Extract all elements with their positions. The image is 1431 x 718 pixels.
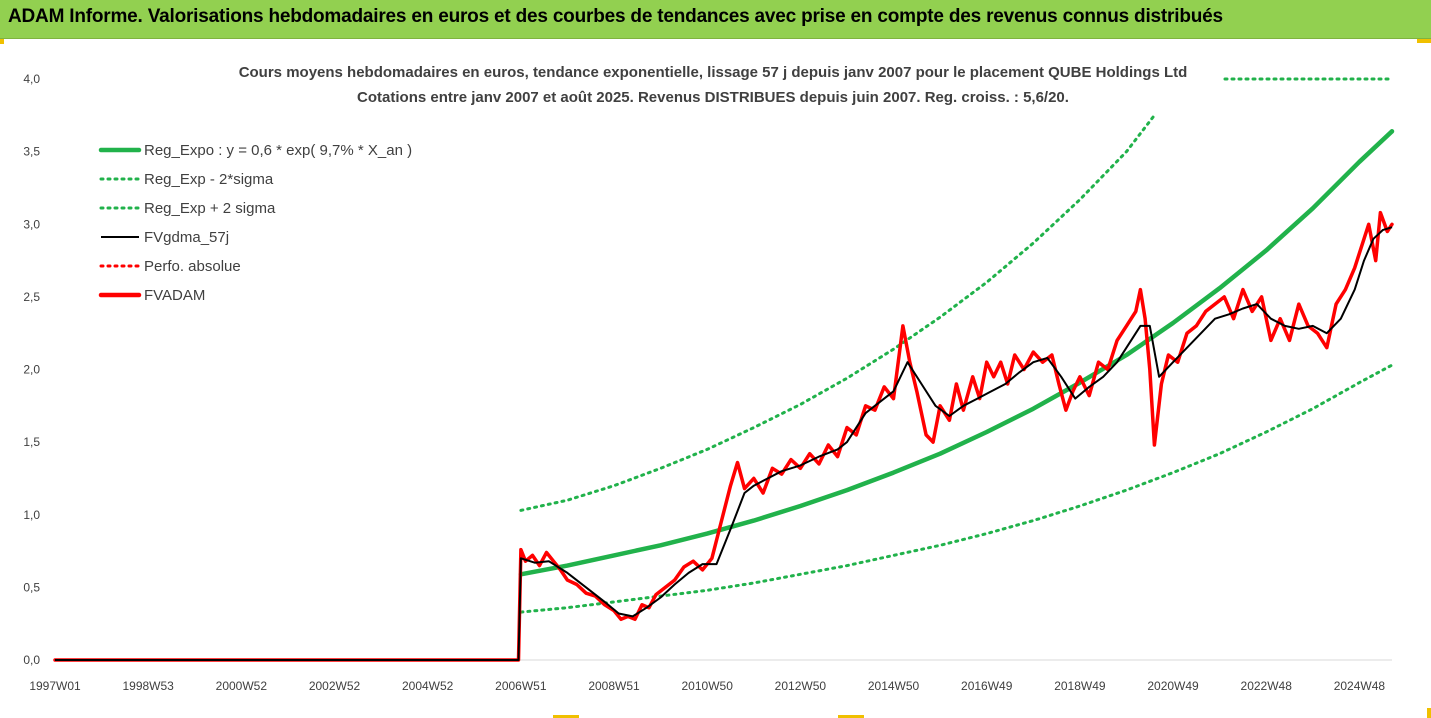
x-tick-label: 2018W49 bbox=[1054, 679, 1106, 693]
x-tick-label: 2010W50 bbox=[682, 679, 734, 693]
series-line-3 bbox=[55, 226, 1393, 661]
y-tick-label: 0,0 bbox=[23, 653, 40, 667]
legend: Reg_Expo : y = 0,6 * exp( 9,7% * X_an ) R… bbox=[98, 142, 412, 304]
banner-title: ADAM Informe. Valorisations hebdomadaire… bbox=[8, 6, 1223, 27]
legend-label-1: Reg_Exp - 2*sigma bbox=[144, 171, 274, 188]
y-tick-label: 2,0 bbox=[23, 363, 40, 377]
series-line-5 bbox=[53, 210, 1394, 662]
legend-label-0: Reg_Expo : y = 0,6 * exp( 9,7% * X_an ) bbox=[144, 142, 412, 159]
x-tick-label: 2020W49 bbox=[1147, 679, 1199, 693]
corner-mark bbox=[1427, 708, 1431, 718]
x-tick-label: 2004W52 bbox=[402, 679, 454, 693]
x-tick-label: 2008W51 bbox=[588, 679, 640, 693]
legend-label-4: Perfo. absolue bbox=[144, 258, 241, 275]
series-line-1 bbox=[519, 363, 1394, 614]
corner-mark bbox=[0, 39, 4, 44]
series-layer bbox=[53, 77, 1395, 662]
line-chart: Cours moyens hebdomadaires en euros, ten… bbox=[23, 64, 1395, 693]
chart-title-line1: Cours moyens hebdomadaires en euros, ten… bbox=[239, 64, 1188, 81]
legend-label-3: FVgdma_57j bbox=[144, 229, 229, 246]
y-axis: 0,0 0,5 1,0 1,5 2,0 2,5 3,0 3,5 4,0 bbox=[23, 72, 40, 667]
y-tick-label: 4,0 bbox=[23, 72, 40, 86]
legend-label-5: FVADAM bbox=[144, 287, 205, 304]
x-tick-label: 1997W01 bbox=[29, 679, 81, 693]
x-tick-label: 2000W52 bbox=[216, 679, 268, 693]
x-tick-label: 2002W52 bbox=[309, 679, 361, 693]
legend-label-2: Reg_Exp + 2 sigma bbox=[144, 200, 276, 217]
x-tick-label: 2022W48 bbox=[1241, 679, 1293, 693]
y-tick-label: 2,5 bbox=[23, 290, 40, 304]
header-banner: ADAM Informe. Valorisations hebdomadaire… bbox=[0, 0, 1431, 39]
x-tick-label: 2014W50 bbox=[868, 679, 920, 693]
x-tick-label: 1998W53 bbox=[122, 679, 174, 693]
y-tick-label: 0,5 bbox=[23, 580, 40, 594]
x-tick-label: 2016W49 bbox=[961, 679, 1013, 693]
y-tick-label: 3,0 bbox=[23, 217, 40, 231]
series-line-2 bbox=[519, 113, 1156, 512]
y-tick-label: 3,5 bbox=[23, 145, 40, 159]
chart-title-line2: Cotations entre janv 2007 et août 2025. … bbox=[357, 89, 1069, 106]
x-axis: 1997W01 1998W53 2000W52 2002W52 2004W52 2006W… bbox=[29, 679, 1385, 693]
x-tick-label: 2006W51 bbox=[495, 679, 547, 693]
corner-mark bbox=[1417, 39, 1431, 43]
x-tick-label: 2012W50 bbox=[775, 679, 827, 693]
y-tick-label: 1,5 bbox=[23, 435, 40, 449]
chart-area: Cours moyens hebdomadaires en euros, ten… bbox=[0, 39, 1431, 718]
corner-mark bbox=[838, 715, 864, 718]
y-tick-label: 1,0 bbox=[23, 508, 40, 522]
series-line-0 bbox=[518, 129, 1395, 577]
x-tick-label: 2024W48 bbox=[1334, 679, 1386, 693]
corner-mark bbox=[553, 715, 579, 718]
